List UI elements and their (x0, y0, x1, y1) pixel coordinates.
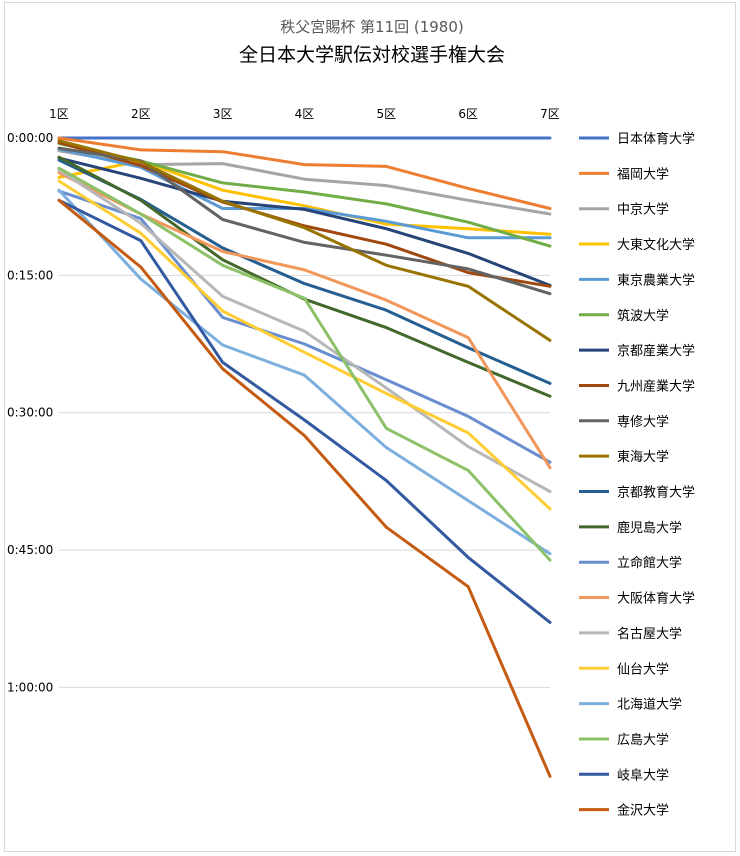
legend-label: 北海道大学 (617, 697, 682, 713)
series-line (57, 198, 552, 778)
y-tick-label: 0:00:00 (7, 131, 53, 145)
legend-label: 大阪体育大学 (617, 591, 695, 607)
legend-label: 名古屋大学 (617, 626, 682, 642)
legend-label: 金沢大学 (617, 803, 669, 819)
legend-label: 日本体育大学 (617, 131, 695, 147)
y-tick-label: 1:00:00 (7, 680, 53, 694)
y-axis-ticks: 0:00:00 0:15:00 0:30:00 0:45:00 1:00:00 (7, 131, 53, 694)
x-tick-label: 1区 (49, 107, 69, 121)
y-tick-label: 0:45:00 (7, 543, 53, 557)
series-line (57, 166, 552, 562)
series-line (57, 198, 552, 624)
legend-label: 東京農業大学 (617, 272, 695, 288)
series-line (57, 139, 552, 342)
legend-label: 大東文化大学 (617, 237, 695, 253)
legend-label: 鹿児島大学 (617, 520, 682, 536)
legend-label: 広島大学 (617, 732, 669, 748)
x-axis-ticks: 1区 2区 3区 4区 5区 6区 7区 (49, 107, 560, 121)
series-line (57, 141, 552, 288)
legend-label: 東海大学 (617, 449, 669, 465)
legend-label: 京都産業大学 (617, 343, 695, 359)
chart-title: 全日本大学駅伝対校選手権大会 (239, 44, 505, 66)
legend-label: 福岡大学 (617, 166, 669, 182)
x-tick-label: 4区 (295, 107, 315, 121)
series-line (57, 179, 552, 511)
legend-label: 立命館大学 (617, 555, 682, 571)
x-tick-label: 7区 (540, 107, 560, 121)
series-line (57, 188, 552, 556)
chart-subtitle: 秩父宮賜杯 第11回 (1980) (280, 18, 464, 36)
legend-label: 京都教育大学 (617, 485, 695, 501)
chart-frame: 秩父宮賜杯 第11回 (1980) 全日本大学駅伝対校選手権大会 1区 2区 3区 4… (4, 2, 736, 852)
y-tick-label: 0:30:00 (7, 406, 53, 420)
legend-label: 専修大学 (617, 414, 669, 430)
legend-label: 岐阜大学 (617, 767, 669, 783)
series-line (57, 168, 552, 493)
y-tick-label: 0:15:00 (7, 268, 53, 282)
x-tick-label: 3区 (213, 107, 233, 121)
plot-area (57, 136, 552, 778)
legend-label: 中京大学 (617, 202, 669, 218)
series-line (57, 156, 552, 287)
legend-label: 仙台大学 (617, 661, 669, 677)
chart-svg: 秩父宮賜杯 第11回 (1980) 全日本大学駅伝対校選手権大会 1区 2区 3区 4… (7, 18, 695, 819)
x-tick-label: 2区 (131, 107, 151, 121)
legend: 日本体育大学福岡大学中京大学大東文化大学東京農業大学筑波大学京都産業大学九州産業… (579, 131, 695, 819)
legend-label: 筑波大学 (617, 308, 669, 324)
x-tick-label: 6区 (458, 107, 478, 121)
x-tick-label: 5区 (377, 107, 397, 121)
legend-label: 九州産業大学 (617, 378, 695, 394)
series-line (57, 189, 552, 464)
series-line (57, 136, 552, 210)
